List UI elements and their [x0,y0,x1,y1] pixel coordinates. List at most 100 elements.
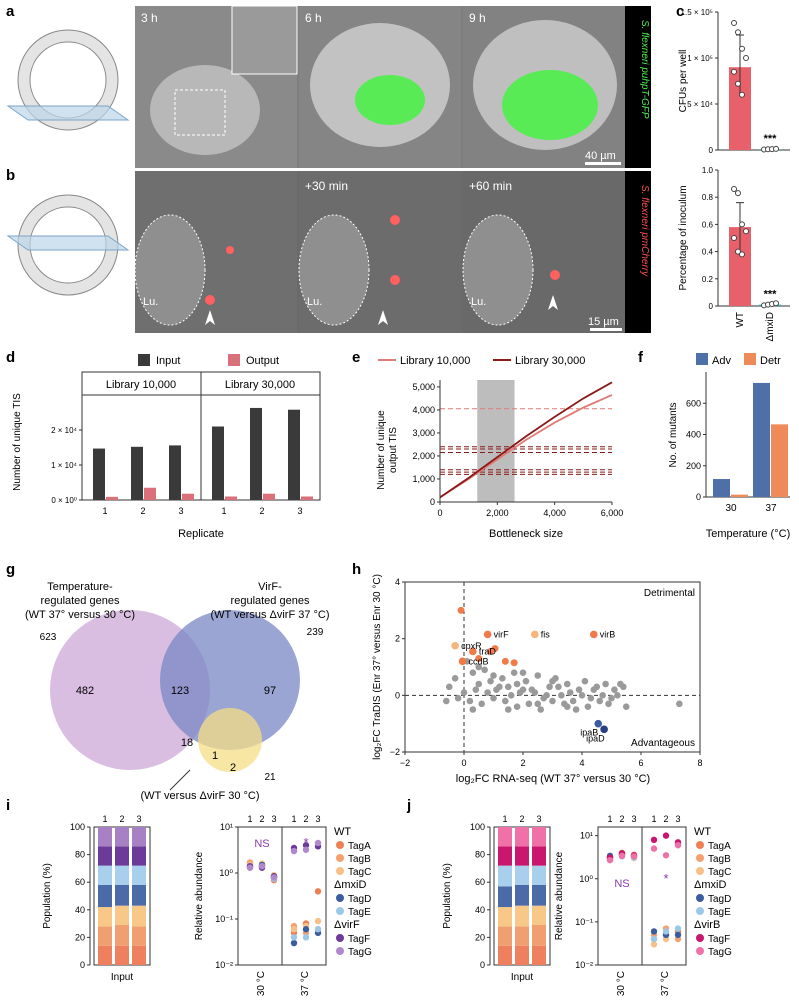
y-tick-label: 20 [75,932,85,942]
y-axis-label: Relative abundance [194,851,205,940]
legend-swatch [336,907,344,915]
x-tick-label: 3 [315,814,320,824]
data-point [605,700,612,708]
series-line [439,381,613,499]
scalebar-a-label: 40 µm [585,150,616,162]
venn-pointer-line [169,769,191,791]
venn-set-label: (WT versus ΔvirF 37 °C) [210,609,329,621]
stack-segment-TagC [498,907,512,927]
legend-label: TagE [348,907,371,918]
data-point [739,221,745,228]
x-tick-label: −2 [400,758,410,768]
data-point-TagD [302,926,310,933]
data-point [590,686,598,693]
data-point-TagG [258,863,266,870]
data-point [578,692,586,699]
data-point [501,657,509,665]
legend-label: Detr [760,355,781,367]
y-axis-label: Percentage of inoculum [678,185,689,290]
data-point [487,677,494,685]
bar-adv [753,382,770,497]
point-label: virB [600,629,616,639]
y-tick-label: 0 [696,492,701,502]
organoid-schematic-a [6,29,130,131]
panel-letter-a: a [6,3,15,20]
y-tick-label: 0.8 [702,193,714,202]
stack-segment-TagE [115,865,129,885]
data-point-TagG [246,864,254,871]
x-tick-label: 1 [102,814,107,824]
stack-segment-TagA [515,945,529,965]
venn-region-count: 2 [230,762,236,774]
stack-segment-TagD [132,884,146,906]
y-tick-label: 1.0 [702,166,714,175]
chart-f: 0 200 400 600 No. of mutants 30 37 Temperature … [668,353,790,540]
venn-set-label: (WT versus ΔvirF 30 °C) [140,790,259,802]
x-tick-label: 1 [502,814,507,824]
chart-e: 0 1,000 2,000 3,000 4,000 5,000 0 2,000 4,000 6,0… [376,355,623,540]
y-axis-label: CFUs per well [678,50,689,113]
y-tick-label: 1,000 [412,474,435,484]
data-point [496,683,503,691]
data-point-TagD [290,939,298,947]
lumen-label-3: Lu. [471,296,486,308]
venn-total: 239 [307,627,324,638]
data-point-TagE [662,928,670,935]
stack-segment-TagG [132,827,146,847]
data-point [445,683,453,691]
legend-swatch [696,934,704,942]
x-axis-label: Replicate [178,528,224,540]
y-tick-label: 5 × 10⁴ [687,100,713,109]
x-axis-label: Temperature (°C) [706,528,790,540]
bar-output [263,493,275,500]
stack-segment-TagC [115,905,129,925]
y-tick-label: 0 × 10⁰ [51,496,77,505]
data-point [502,697,509,705]
series-line [439,394,613,499]
data-point [475,655,483,662]
organoid-schematic-b [6,194,130,296]
data-point-TagG [662,852,670,859]
data-point-TagG [650,845,658,852]
panel-letter-h: h [352,561,361,578]
stack-segment-TagD [532,884,546,906]
stack-segment-TagA [532,945,546,965]
data-point [472,686,480,693]
panel-letter-i: i [6,797,10,814]
data-point [743,228,749,235]
bar-input [288,409,300,500]
stack-segment-TagE [515,865,529,885]
data-point [543,692,550,699]
data-point [773,300,779,307]
corner-label: Detrimental [644,588,695,599]
data-point-ipaB [594,719,603,728]
data-point [504,706,512,713]
chart-i-left: 0 20 40 60 80 100 Population (%) 1 2 3 Input [42,814,151,983]
data-point [611,686,618,693]
legend-label: TagC [708,867,731,878]
data-point [504,683,512,691]
data-point [731,20,737,27]
stack-segment-TagC [515,905,529,927]
stack-segment-TagF [515,846,529,866]
legend-label: TagC [348,867,371,878]
data-point [457,606,465,614]
x-axis-label: Input [511,972,533,983]
data-point [513,680,521,688]
data-point-TagG [606,856,614,864]
corner-label: Advantageous [631,738,695,749]
bar-detr [771,424,788,497]
point-label: ipaB [580,728,598,738]
data-point [534,700,542,708]
y-tick-label: 10⁻² [215,960,233,970]
data-point-TagG [290,847,298,855]
stack-segment-TagF [498,846,512,866]
legend-swatch [744,353,756,365]
data-point [739,251,745,258]
stack-segment-TagC [532,905,546,925]
x-tick-label: 2 [119,814,124,824]
x-tick-label: 6,000 [601,508,624,518]
data-point [549,697,556,705]
data-point [519,686,527,693]
